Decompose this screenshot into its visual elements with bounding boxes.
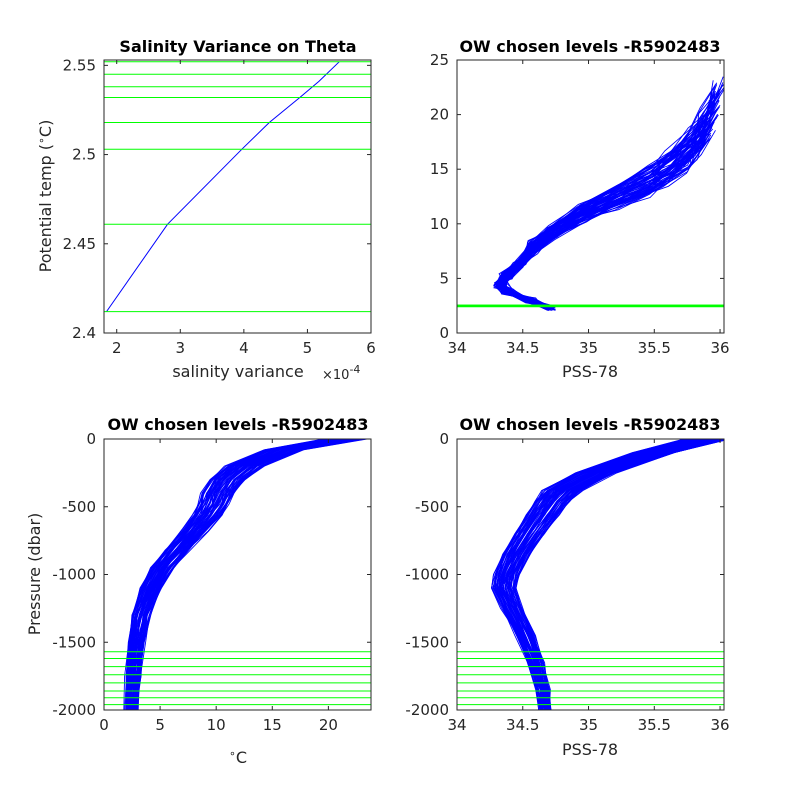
- x-tick-label: 6: [366, 339, 376, 357]
- x-tick-label: 35.5: [638, 716, 671, 734]
- x-axis-label: salinity variance: [172, 362, 303, 381]
- x-tick-label: 34: [447, 339, 466, 357]
- profile-line: [497, 439, 700, 710]
- axes-box: [103, 59, 372, 334]
- profile-line: [515, 439, 724, 710]
- y-tick-label: -1000: [52, 566, 96, 584]
- x-tick-label: 0: [99, 716, 109, 734]
- plot-area: [457, 76, 724, 312]
- y-axis-label: Potential temp (∘C): [35, 120, 55, 273]
- y-axis-label: Pressure (dbar): [25, 513, 44, 636]
- plot-area: [104, 61, 371, 313]
- x-tick-label: 34.5: [506, 716, 539, 734]
- y-tick-label: -500: [415, 498, 449, 516]
- axes-box: [456, 59, 725, 334]
- x-tick-label: 36: [711, 716, 730, 734]
- y-tick-label: 2.55: [63, 56, 96, 74]
- y-tick-label: -1500: [405, 633, 449, 651]
- y-tick-label: 20: [430, 106, 449, 124]
- profile-line: [499, 82, 724, 309]
- x-axis-label: ∘C: [229, 747, 247, 767]
- x-axis-label: PSS-78: [562, 740, 618, 759]
- x-tick-label: 35.5: [638, 339, 671, 357]
- x-axis-multiplier-exponent: -4: [349, 363, 360, 376]
- x-tick-label: 15: [263, 716, 282, 734]
- y-tick-label: 10: [430, 215, 449, 233]
- profile-line: [137, 439, 366, 710]
- axes: 34 34.5 35 35.5 36 0 5 10 15 20 25: [430, 51, 730, 357]
- x-tick-label: 35: [579, 339, 598, 357]
- y-tick-label: 2.45: [63, 235, 96, 253]
- x-tick-label: 10: [207, 716, 226, 734]
- y-tick-label: 2.4: [72, 324, 96, 342]
- y-tick-label: -2000: [405, 701, 449, 719]
- y-tick-label: 15: [430, 160, 449, 178]
- y-tick-label: 5: [439, 269, 449, 287]
- x-tick-label: 34.5: [506, 339, 539, 357]
- profile-line: [131, 439, 347, 710]
- x-tick-label: 36: [711, 339, 730, 357]
- chart-title: OW chosen levels -R5902483: [459, 415, 720, 434]
- panel-temp-pressure: 0 5 10 15 20 0 -500 -1000 -1500 -2000 OW chosen l…: [25, 415, 372, 767]
- axes: 2 3 4 5 6 2.4 2.45 2.5 2.55: [63, 56, 376, 357]
- x-axis-multiplier: ×10-4: [322, 363, 360, 383]
- chart-title: Salinity Variance on Theta: [119, 37, 356, 56]
- panel-salinity-pressure: 34 34.5 35 35.5 36 0 -500 -1000 -1500 -2000 OW ch…: [405, 415, 729, 759]
- x-axis-multiplier-base: ×10: [322, 368, 349, 383]
- profile-line: [128, 439, 335, 710]
- x-tick-label: 34: [447, 716, 466, 734]
- profile-line: [504, 76, 724, 307]
- panel-theta-variance: 2 3 4 5 6 2.4 2.45 2.5 2.55 Salinity Variance on…: [35, 37, 376, 383]
- x-tick-label: 5: [303, 339, 313, 357]
- y-tick-label: 0: [86, 430, 96, 448]
- y-tick-label: 0: [439, 430, 449, 448]
- x-tick-label: 3: [176, 339, 186, 357]
- y-tick-label: 0: [439, 324, 449, 342]
- axes-box: [103, 438, 372, 711]
- x-tick-label: 35: [579, 716, 598, 734]
- axes: 0 5 10 15 20 0 -500 -1000 -1500 -2000: [52, 430, 372, 734]
- panel-salinity-theta: 34 34.5 35 35.5 36 0 5 10 15 20 25 OW chosen level…: [430, 37, 730, 381]
- profile-line: [136, 439, 367, 710]
- y-tick-label: -500: [62, 498, 96, 516]
- x-tick-label: 20: [319, 716, 338, 734]
- plot-frame: [103, 59, 372, 334]
- plot-area: [457, 439, 724, 710]
- y-tick-label: 2.5: [72, 146, 96, 164]
- y-tick-label: -2000: [52, 701, 96, 719]
- axes: 34 34.5 35 35.5 36 0 -500 -1000 -1500 -2000: [405, 430, 729, 734]
- chart-title: OW chosen levels -R5902483: [459, 37, 720, 56]
- plot-area: [104, 439, 371, 710]
- x-tick-label: 2: [112, 339, 122, 357]
- y-tick-label: 25: [430, 51, 449, 69]
- axes-box: [456, 438, 725, 711]
- x-tick-label: 5: [155, 716, 165, 734]
- chart-title: OW chosen levels -R5902483: [107, 415, 368, 434]
- y-tick-label: -1000: [405, 566, 449, 584]
- x-tick-label: 4: [239, 339, 249, 357]
- plot-frame: [456, 59, 725, 334]
- y-tick-label: -1500: [52, 633, 96, 651]
- profile-line: [513, 439, 724, 710]
- x-axis-label: PSS-78: [562, 362, 618, 381]
